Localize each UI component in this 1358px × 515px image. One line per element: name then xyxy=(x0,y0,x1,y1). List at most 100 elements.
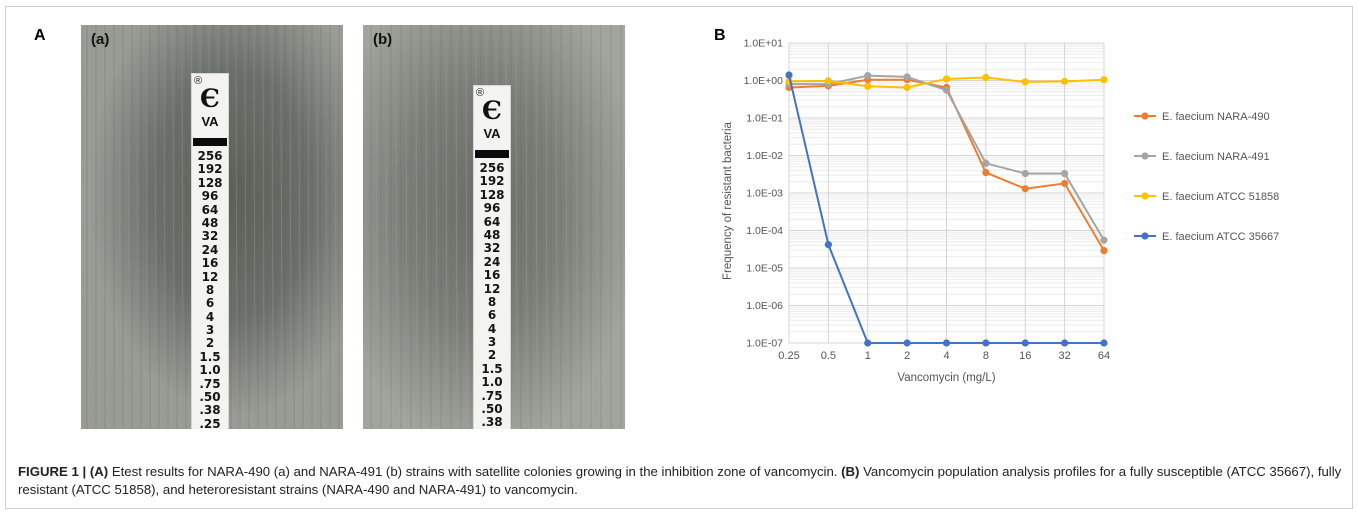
mic-scale-value: 8 xyxy=(205,282,215,297)
mic-scale-value: 256 xyxy=(479,161,505,175)
x-tick-label: 16 xyxy=(1019,350,1031,362)
caption-a-text: Etest results for NARA-490 (a) and NARA-… xyxy=(108,464,842,479)
mic-scale-value: 24 xyxy=(483,254,501,269)
panel-a-letter: A xyxy=(34,27,46,44)
data-point xyxy=(903,83,911,92)
data-point xyxy=(864,72,872,80)
mic-scale-value: 192 xyxy=(479,174,505,189)
data-point xyxy=(903,339,911,347)
mic-scale-value: 4 xyxy=(205,309,215,324)
mic-scale-value: 4 xyxy=(487,321,497,336)
mic-scale-value: 32 xyxy=(201,229,219,244)
drug-code: VA xyxy=(483,126,501,141)
x-tick-label: 0.5 xyxy=(821,350,836,362)
data-point xyxy=(1100,339,1108,347)
data-point xyxy=(942,75,951,83)
mic-scale-value: 128 xyxy=(479,187,505,202)
data-point xyxy=(942,339,951,347)
data-point xyxy=(864,82,872,90)
data-point xyxy=(942,86,951,94)
photo-a-label: (a) xyxy=(91,31,110,48)
mic-scale-value: 64 xyxy=(483,214,501,229)
mic-scale-value: 16 xyxy=(201,256,219,271)
drug-code: VA xyxy=(201,114,219,129)
mic-scale-value: 2 xyxy=(205,336,215,351)
mic-scale-value: .25 xyxy=(199,416,221,429)
y-tick-label: 1.0E+00 xyxy=(744,75,784,87)
mic-scale-value: 96 xyxy=(483,201,501,216)
legend-label: E. faecium NARA-491 xyxy=(1162,151,1270,163)
y-tick-label: 1.0E-02 xyxy=(746,150,783,162)
data-point xyxy=(982,339,990,347)
x-tick-label: 32 xyxy=(1059,350,1071,362)
mic-scale-value: 256 xyxy=(197,149,223,163)
data-point xyxy=(982,168,990,177)
y-tick-label: 1.0E-03 xyxy=(746,188,783,200)
mic-scale-value: .38 xyxy=(199,403,221,418)
legend-label: E. faecium ATCC 51858 xyxy=(1162,191,1279,203)
mic-scale-value: .75 xyxy=(199,376,221,391)
mic-scale-value: .50 xyxy=(199,390,221,405)
data-point xyxy=(903,73,911,81)
mic-scale-value: 1.5 xyxy=(481,361,503,376)
y-tick-label: 1.0E-05 xyxy=(746,263,783,275)
mic-scale-value: 1.0 xyxy=(481,375,503,390)
photo-b-label: (b) xyxy=(373,31,393,48)
population-analysis-chart: 1.0E+01 1.0E+00 1.0E-01 1.0E-02 1.0E-03 1.0E-… xyxy=(722,38,1279,385)
mic-scale-value: 1.0 xyxy=(199,363,221,378)
data-point xyxy=(1100,76,1108,84)
mic-scale-value: .75 xyxy=(481,388,503,403)
mic-scale-value: 2 xyxy=(487,348,497,363)
x-tick-label: 4 xyxy=(943,350,949,362)
y-tick-label: 1.0E-07 xyxy=(746,338,783,350)
data-point xyxy=(1061,77,1069,85)
data-point xyxy=(1021,78,1029,86)
data-point xyxy=(1100,247,1108,255)
y-tick-label: 1.0E-06 xyxy=(746,300,783,312)
data-point xyxy=(982,159,990,167)
mic-scale-value: 128 xyxy=(197,175,223,190)
caption-b-text: Vancomycin population analysis profiles … xyxy=(18,464,1342,497)
registered-mark: ® xyxy=(194,75,203,87)
mic-scale-value: 48 xyxy=(483,227,501,242)
mic-scale-value: 3 xyxy=(205,323,215,338)
data-point xyxy=(1021,169,1029,178)
y-tick-label: 1.0E-01 xyxy=(746,113,783,125)
mic-scale-value: 8 xyxy=(487,294,497,309)
legend-label: E. faecium ATCC 35667 xyxy=(1162,231,1279,243)
x-tick-label: 0.25 xyxy=(778,350,799,362)
etest-photo-b: (b) ® Є VA 256 192 128 96 64 48 32 24 16 12 8 6 4 3 2 1… xyxy=(363,25,625,429)
mic-scale-value: 96 xyxy=(201,189,219,204)
x-tick-label: 8 xyxy=(983,350,989,362)
mic-scale-value: .50 xyxy=(481,402,503,417)
legend-label: E. faecium NARA-490 xyxy=(1162,111,1270,123)
strip-black-band xyxy=(475,150,509,158)
legend-marker xyxy=(1141,152,1149,160)
legend-marker xyxy=(1141,192,1149,200)
data-point xyxy=(785,71,793,79)
mic-scale-value: 48 xyxy=(201,215,219,230)
x-tick-label: 64 xyxy=(1098,350,1110,362)
mic-scale-b: 256 192 128 96 64 48 32 24 16 12 8 6 4 3 2 1.5 1.0.75.50… xyxy=(474,161,510,429)
mic-scale-value: 24 xyxy=(201,242,219,257)
data-point xyxy=(1061,179,1069,188)
mic-scale-value: 192 xyxy=(197,162,223,177)
figure: A (a) ® Є VA xyxy=(5,6,1353,509)
data-point xyxy=(1061,339,1069,347)
strip-black-band xyxy=(193,138,227,146)
data-point xyxy=(982,73,990,82)
etest-strip-a: ® Є VA 256 192 128 96 64 48 32 24 16 12 8 6 4 3 2 1.5 1.… xyxy=(191,73,229,429)
mic-scale-value: 64 xyxy=(201,202,219,217)
data-point xyxy=(1100,236,1108,244)
caption-b-ref: (B) xyxy=(841,464,860,479)
mic-scale-value: .38 xyxy=(481,415,503,429)
figure-caption: FIGURE 1 | (A) Etest results for NARA-49… xyxy=(18,463,1348,499)
x-axis-label: Vancomycin (mg/L) xyxy=(897,372,995,384)
x-tick-label: 2 xyxy=(904,350,910,362)
mic-scale-value: 32 xyxy=(483,241,501,256)
mic-scale-value: 6 xyxy=(205,296,215,311)
x-tick-label: 1 xyxy=(865,350,871,362)
y-tick-label: 1.0E-04 xyxy=(746,225,783,237)
caption-figure-label: FIGURE 1 | xyxy=(18,464,90,479)
etest-logo-icon: Є xyxy=(200,84,220,113)
